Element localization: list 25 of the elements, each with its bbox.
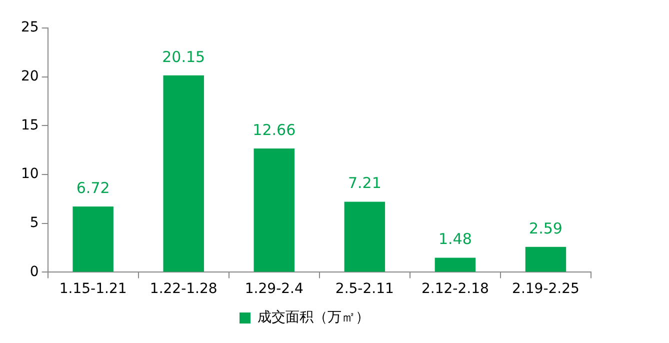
bar [163,75,204,272]
x-tick-label: 1.29-2.4 [244,281,304,298]
data-label: 7.21 [348,174,382,192]
data-label: 6.72 [76,178,110,197]
y-tick-label: 20 [20,68,39,84]
legend-label: 成交面积（万㎡） [258,310,370,326]
y-tick-label: 15 [20,117,39,134]
x-tick-label: 1.15-1.21 [59,281,127,298]
data-label: 20.15 [162,48,206,66]
bar [254,148,295,272]
data-label: 1.48 [438,230,472,248]
x-tick-label: 2.5-2.11 [335,281,394,298]
y-tick-label: 5 [30,215,39,231]
bar [525,246,566,272]
y-tick-label: 0 [30,264,39,280]
x-tick-label: 2.12-2.18 [422,281,489,298]
data-label: 2.59 [529,219,562,238]
bar [72,206,114,272]
x-tick-label: 1.22-1.28 [150,281,218,298]
x-tick-label: 2.19-2.25 [512,281,580,298]
y-tick-label: 25 [20,20,39,36]
bar [434,258,476,272]
data-label: 12.66 [252,120,296,139]
y-tick-label: 10 [20,166,39,182]
bar [344,202,386,272]
